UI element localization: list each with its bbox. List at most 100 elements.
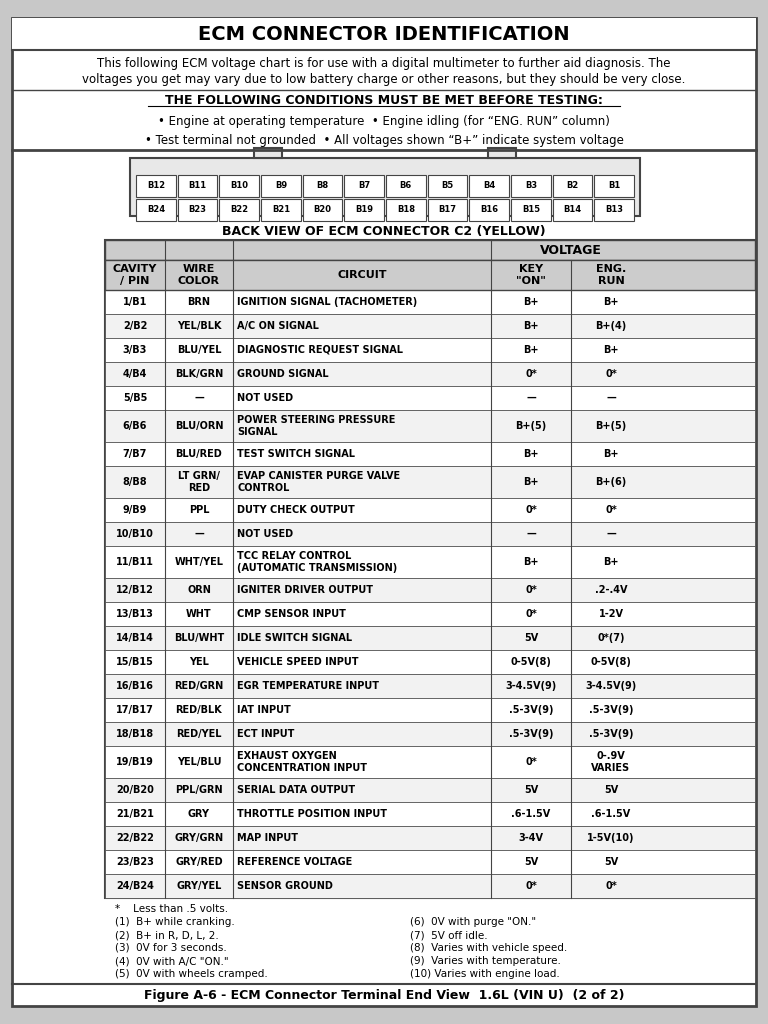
Bar	[105, 290, 755, 314]
Text: GROUND SIGNAL: GROUND SIGNAL	[237, 369, 329, 379]
Text: 5V: 5V	[524, 633, 538, 643]
Text: 0-5V(8): 0-5V(8)	[591, 657, 631, 667]
Text: 0-.9V
VARIES: 0-.9V VARIES	[591, 752, 631, 773]
Bar	[105, 338, 755, 362]
Bar	[105, 362, 755, 386]
Text: B3: B3	[525, 181, 537, 190]
Text: WHT/YEL: WHT/YEL	[174, 557, 223, 567]
Text: 13/B13: 13/B13	[116, 609, 154, 618]
Bar	[136, 199, 176, 221]
Text: 11/B11: 11/B11	[116, 557, 154, 567]
Bar	[253, 148, 282, 158]
Text: GRY/YEL: GRY/YEL	[177, 881, 222, 891]
Text: 5V: 5V	[604, 785, 618, 795]
Text: GRY/GRN: GRY/GRN	[174, 833, 223, 843]
Text: KEY
"ON": KEY "ON"	[516, 264, 546, 286]
Text: 0*(7): 0*(7)	[598, 633, 624, 643]
Text: 23/B23: 23/B23	[116, 857, 154, 867]
Text: .2-.4V: .2-.4V	[594, 585, 627, 595]
Bar	[469, 199, 509, 221]
Text: CIRCUIT: CIRCUIT	[337, 270, 387, 280]
Bar	[511, 175, 551, 197]
Text: (10) Varies with engine load.: (10) Varies with engine load.	[410, 969, 560, 979]
Text: 1-5V(10): 1-5V(10)	[588, 833, 634, 843]
Text: 5V: 5V	[604, 857, 618, 867]
Text: 0*: 0*	[525, 505, 537, 515]
Text: RED/YEL: RED/YEL	[176, 729, 222, 739]
Bar	[105, 826, 755, 850]
Text: B18: B18	[397, 206, 415, 214]
Bar	[105, 602, 755, 626]
Text: 1/B1: 1/B1	[123, 297, 147, 307]
Text: 0*: 0*	[525, 881, 537, 891]
Text: NOT USED: NOT USED	[237, 393, 293, 403]
Text: • Test terminal not grounded  • All voltages shown “B+” indicate system voltage: • Test terminal not grounded • All volta…	[144, 134, 624, 147]
Bar	[261, 199, 300, 221]
Bar	[105, 260, 755, 290]
Text: TEST SWITCH SIGNAL: TEST SWITCH SIGNAL	[237, 449, 355, 459]
Text: B21: B21	[272, 206, 290, 214]
Text: VOLTAGE: VOLTAGE	[540, 244, 602, 256]
Bar	[105, 874, 755, 898]
Text: B23: B23	[188, 206, 207, 214]
Text: B+: B+	[523, 449, 538, 459]
Text: EVAP CANISTER PURGE VALVE
CONTROL: EVAP CANISTER PURGE VALVE CONTROL	[237, 471, 400, 493]
Bar	[261, 175, 300, 197]
Text: IGNITER DRIVER OUTPUT: IGNITER DRIVER OUTPUT	[237, 585, 373, 595]
Text: B11: B11	[188, 181, 207, 190]
Text: B+: B+	[603, 449, 619, 459]
Bar	[428, 175, 468, 197]
Text: This following ECM voltage chart is for use with a digital multimeter to further: This following ECM voltage chart is for …	[98, 57, 670, 71]
Text: ENG.
RUN: ENG. RUN	[596, 264, 626, 286]
Text: (9)  Varies with temperature.: (9) Varies with temperature.	[410, 956, 561, 966]
Text: 0*: 0*	[605, 369, 617, 379]
Text: B4: B4	[483, 181, 495, 190]
Text: 24/B24: 24/B24	[116, 881, 154, 891]
Text: .5-3V(9): .5-3V(9)	[508, 729, 553, 739]
Text: BLU/YEL: BLU/YEL	[177, 345, 221, 355]
Bar	[105, 650, 755, 674]
Text: DUTY CHECK OUTPUT: DUTY CHECK OUTPUT	[237, 505, 355, 515]
Text: (7)  5V off idle.: (7) 5V off idle.	[410, 930, 488, 940]
Text: BLU/WHT: BLU/WHT	[174, 633, 224, 643]
Text: B24: B24	[147, 206, 165, 214]
Text: (2)  B+ in R, D, L, 2.: (2) B+ in R, D, L, 2.	[115, 930, 219, 940]
Text: YEL/BLK: YEL/BLK	[177, 321, 221, 331]
Text: • Engine at operating temperature  • Engine idling (for “ENG. RUN” column): • Engine at operating temperature • Engi…	[158, 115, 610, 128]
Bar	[594, 175, 634, 197]
Text: 1-2V: 1-2V	[598, 609, 624, 618]
Text: —: —	[606, 529, 616, 539]
Text: WHT: WHT	[186, 609, 212, 618]
Text: THROTTLE POSITION INPUT: THROTTLE POSITION INPUT	[237, 809, 387, 819]
Text: BRN: BRN	[187, 297, 210, 307]
Bar	[105, 240, 755, 898]
Bar	[105, 722, 755, 746]
Bar	[130, 158, 640, 216]
Bar	[105, 802, 755, 826]
Text: 18/B18: 18/B18	[116, 729, 154, 739]
Text: EXHAUST OXYGEN
CONCENTRATION INPUT: EXHAUST OXYGEN CONCENTRATION INPUT	[237, 752, 367, 773]
Text: B5: B5	[442, 181, 454, 190]
Text: 6/B6: 6/B6	[123, 421, 147, 431]
Text: (1)  B+ while cranking.: (1) B+ while cranking.	[115, 918, 235, 927]
Text: (5)  0V with wheels cramped.: (5) 0V with wheels cramped.	[115, 969, 268, 979]
Text: (3)  0V for 3 seconds.: (3) 0V for 3 seconds.	[115, 943, 227, 953]
Bar	[428, 199, 468, 221]
Bar	[303, 175, 343, 197]
Text: B16: B16	[480, 206, 498, 214]
Text: IDLE SWITCH SIGNAL: IDLE SWITCH SIGNAL	[237, 633, 352, 643]
Bar	[105, 314, 755, 338]
Text: 2/B2: 2/B2	[123, 321, 147, 331]
Text: (8)  Varies with vehicle speed.: (8) Varies with vehicle speed.	[410, 943, 568, 953]
Text: B17: B17	[439, 206, 456, 214]
Bar	[469, 175, 509, 197]
Bar	[488, 148, 516, 158]
Bar	[105, 850, 755, 874]
Text: 21/B21: 21/B21	[116, 809, 154, 819]
Text: IAT INPUT: IAT INPUT	[237, 705, 291, 715]
Text: 5V: 5V	[524, 785, 538, 795]
Text: B+: B+	[523, 345, 538, 355]
Bar	[105, 466, 755, 498]
Text: B+: B+	[603, 297, 619, 307]
Text: YEL: YEL	[189, 657, 209, 667]
